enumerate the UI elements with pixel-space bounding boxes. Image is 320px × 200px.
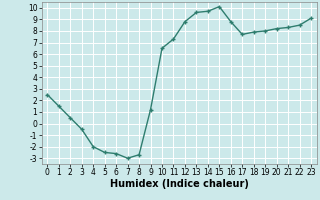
X-axis label: Humidex (Indice chaleur): Humidex (Indice chaleur) (110, 179, 249, 189)
